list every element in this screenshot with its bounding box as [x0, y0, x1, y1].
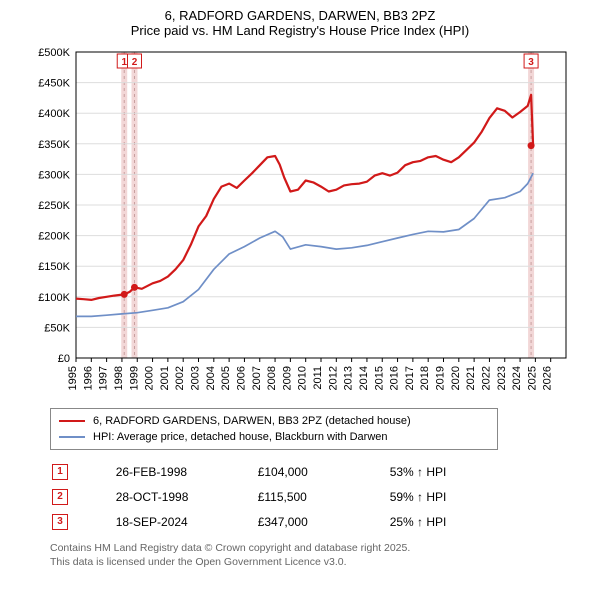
chart-title: 6, RADFORD GARDENS, DARWEN, BB3 2PZ — [10, 8, 590, 23]
x-tick-label: 2009 — [281, 366, 293, 390]
y-tick-label: £200K — [38, 231, 70, 243]
series-hpi — [76, 173, 533, 316]
x-tick-label: 2024 — [511, 366, 523, 390]
price-chart: £0 £50K £100K £150K £200K £250K £300K £350K £400… — [20, 44, 580, 402]
x-tick-label: 2004 — [205, 366, 217, 390]
x-tick-label: 1997 — [98, 366, 110, 390]
sale-ratio: 53% ↑ HPI — [390, 460, 548, 483]
y-tick-label: £450K — [38, 78, 70, 90]
x-tick-label: 1999 — [128, 366, 140, 390]
y-tick-label: £150K — [38, 261, 70, 273]
y-tick-label: £50K — [44, 322, 70, 334]
x-tick-label: 2015 — [373, 366, 385, 390]
x-tick-label: 2019 — [435, 366, 447, 390]
sale-date: 28-OCT-1998 — [116, 485, 256, 508]
y-tick-label: £250K — [38, 200, 70, 212]
x-tick-label: 2016 — [389, 366, 401, 390]
attribution: Contains HM Land Registry data © Crown c… — [50, 541, 590, 569]
legend-item: HPI: Average price, detached house, Blac… — [59, 429, 489, 445]
y-tick-label: £0 — [58, 353, 70, 365]
x-tick-label: 2022 — [480, 366, 492, 390]
attribution-line: Contains HM Land Registry data © Crown c… — [50, 541, 590, 555]
x-tick-label: 2002 — [174, 366, 186, 390]
x-tick-label: 2001 — [159, 366, 171, 390]
x-tick-label: 1995 — [67, 366, 79, 390]
sale-price: £104,000 — [258, 460, 388, 483]
attribution-line: This data is licensed under the Open Gov… — [50, 555, 590, 569]
series-subject — [76, 95, 533, 300]
sale-date: 18-SEP-2024 — [116, 510, 256, 533]
table-row: 3 18-SEP-2024£347,00025% ↑ HPI — [52, 510, 548, 533]
x-tick-label: 2012 — [327, 366, 339, 390]
x-tick-label: 2017 — [404, 366, 416, 390]
y-tick-label: £300K — [38, 169, 70, 181]
x-tick-label: 2026 — [542, 366, 554, 390]
legend-swatch — [59, 420, 85, 422]
legend-item: 6, RADFORD GARDENS, DARWEN, BB3 2PZ (det… — [59, 413, 489, 429]
y-tick-label: £500K — [38, 47, 70, 59]
y-tick-label: £350K — [38, 139, 70, 151]
x-tick-label: 2003 — [190, 366, 202, 390]
x-tick-label: 2008 — [266, 366, 278, 390]
sale-marker-2: 2 — [52, 489, 68, 505]
flag-number: 3 — [528, 57, 534, 68]
x-tick-label: 2011 — [312, 366, 324, 390]
chart-subtitle: Price paid vs. HM Land Registry's House … — [10, 23, 590, 38]
sale-marker-dot — [528, 142, 535, 149]
x-tick-label: 2020 — [450, 366, 462, 390]
x-tick-label: 2013 — [343, 366, 355, 390]
sale-price: £115,500 — [258, 485, 388, 508]
sale-ratio: 25% ↑ HPI — [390, 510, 548, 533]
legend-label: HPI: Average price, detached house, Blac… — [93, 429, 388, 445]
x-tick-label: 2018 — [419, 366, 431, 390]
x-tick-label: 2006 — [235, 366, 247, 390]
y-tick-label: £100K — [38, 292, 70, 304]
x-tick-label: 2000 — [144, 366, 156, 390]
sale-marker-1: 1 — [52, 464, 68, 480]
x-tick-label: 2007 — [251, 366, 263, 390]
sale-marker-3: 3 — [52, 514, 68, 530]
x-tick-label: 2010 — [297, 366, 309, 390]
sales-table: 1 26-FEB-1998£104,00053% ↑ HPI 2 28-OCT-199… — [50, 458, 550, 535]
sale-ratio: 59% ↑ HPI — [390, 485, 548, 508]
x-tick-label: 1998 — [113, 366, 125, 390]
sale-price: £347,000 — [258, 510, 388, 533]
flag-number: 1 — [121, 57, 127, 68]
y-tick-label: £400K — [38, 108, 70, 120]
sale-marker-dot — [131, 284, 138, 291]
table-row: 2 28-OCT-1998£115,50059% ↑ HPI — [52, 485, 548, 508]
legend-label: 6, RADFORD GARDENS, DARWEN, BB3 2PZ (det… — [93, 413, 411, 429]
x-tick-label: 2005 — [220, 366, 232, 390]
sale-marker-dot — [121, 291, 128, 298]
flag-number: 2 — [132, 57, 138, 68]
x-tick-label: 2023 — [496, 366, 508, 390]
x-tick-label: 2014 — [358, 366, 370, 390]
sale-date: 26-FEB-1998 — [116, 460, 256, 483]
table-row: 1 26-FEB-1998£104,00053% ↑ HPI — [52, 460, 548, 483]
x-tick-label: 2025 — [526, 366, 538, 390]
x-tick-label: 1996 — [82, 366, 94, 390]
x-tick-label: 2021 — [465, 366, 477, 390]
legend-swatch — [59, 436, 85, 438]
legend: 6, RADFORD GARDENS, DARWEN, BB3 2PZ (det… — [50, 408, 498, 450]
